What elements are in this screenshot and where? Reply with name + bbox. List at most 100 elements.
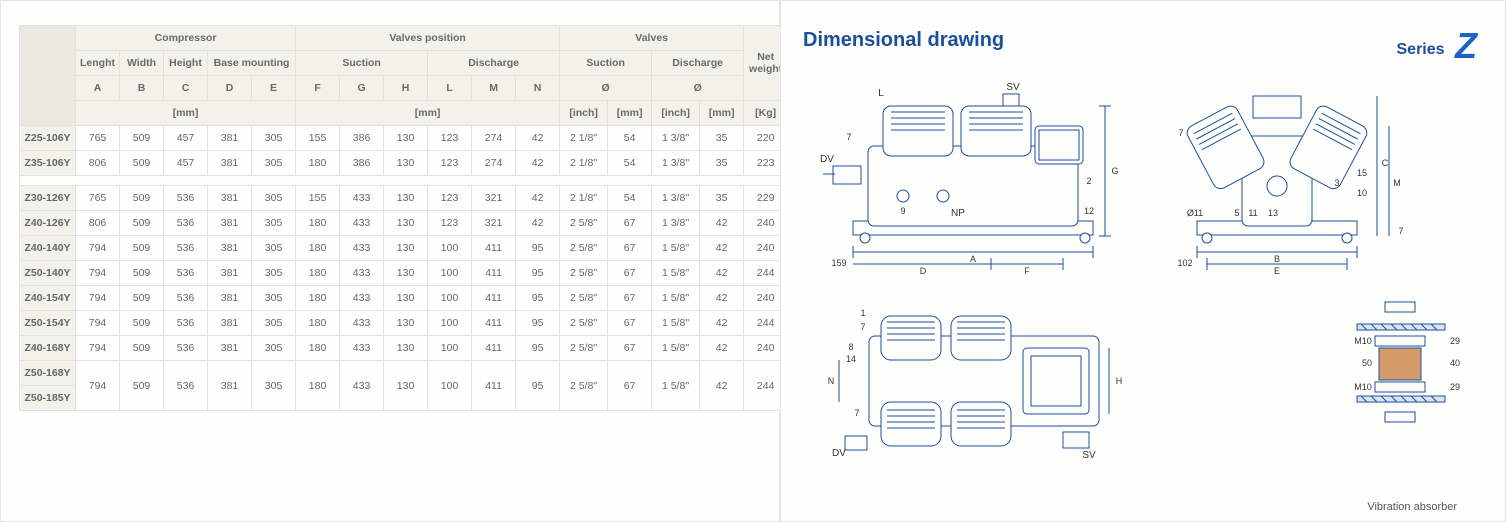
table-cell: 2 5/8'' [560,311,608,336]
table-cell: 2 5/8'' [560,261,608,286]
svg-text:E: E [1274,266,1280,276]
table-cell: 509 [120,286,164,311]
table-cell: 35 [700,186,744,211]
table-cell: 433 [340,361,384,411]
table-cell: 457 [164,151,208,176]
table-row: Z50-168Y79450953638130518043313010041195… [20,361,788,386]
table-cell: 2 5/8'' [560,211,608,236]
table-cell: 381 [208,261,252,286]
svg-text:40: 40 [1450,358,1460,368]
table-cell: 411 [472,336,516,361]
table-cell: 381 [208,286,252,311]
drawing-panel: Dimensional drawing Series Z [780,0,1506,522]
table-cell: 381 [208,236,252,261]
table-cell: 381 [208,126,252,151]
table-cell: 536 [164,361,208,411]
table-cell: 509 [120,336,164,361]
spec-table-panel: Compressor Valves position Valves Net we… [0,0,780,522]
table-cell: 411 [472,236,516,261]
svg-text:3: 3 [1334,178,1339,188]
table-cell: 100 [428,286,472,311]
hdr-compressor: Compressor [76,26,296,51]
svg-text:SV: SV [1006,82,1020,93]
table-cell: 794 [76,261,120,286]
table-cell: 321 [472,186,516,211]
table-cell: 42 [700,336,744,361]
table-cell: 67 [608,236,652,261]
table-cell: 1 3/8'' [652,126,700,151]
svg-text:L: L [878,88,884,99]
table-cell: 536 [164,286,208,311]
table-cell: 35 [700,126,744,151]
svg-text:F: F [1024,266,1030,276]
table-cell: 2 1/8'' [560,186,608,211]
table-row-model: Z35-106Y [20,151,76,176]
table-row-model: Z30-126Y [20,186,76,211]
table-cell: 2 1/8'' [560,151,608,176]
table-cell: 95 [516,236,560,261]
svg-text:159: 159 [831,258,846,268]
table-row: Z35-106Y80650945738130518038613012327442… [20,151,788,176]
table-cell: 381 [208,186,252,211]
table-cell: 536 [164,261,208,286]
table-cell: 433 [340,286,384,311]
table-cell: 305 [252,336,296,361]
table-cell: 95 [516,361,560,411]
table-cell: 305 [252,151,296,176]
table-cell: 54 [608,126,652,151]
table-cell: 305 [252,211,296,236]
table-cell: 305 [252,311,296,336]
table-cell: 180 [296,311,340,336]
table-cell: 130 [384,361,428,411]
table-cell: 536 [164,311,208,336]
table-row: Z25-106Y76550945738130515538613012327442… [20,126,788,151]
svg-text:C: C [1382,158,1389,168]
table-cell: 130 [384,286,428,311]
svg-text:NP: NP [951,208,965,219]
table-cell: 130 [384,311,428,336]
table-row: Z30-126Y76550953638130515543313012332142… [20,186,788,211]
table-row-model: Z40-140Y [20,236,76,261]
svg-text:M: M [1393,178,1401,188]
table-cell: 274 [472,126,516,151]
table-cell: 1 5/8'' [652,286,700,311]
table-cell: 180 [296,236,340,261]
table-cell: 509 [120,151,164,176]
svg-text:G: G [1111,166,1118,176]
table-row-model: Z50-154Y [20,311,76,336]
table-cell: 411 [472,311,516,336]
table-cell: 274 [472,151,516,176]
table-cell: 433 [340,211,384,236]
table-cell: 180 [296,286,340,311]
table-cell: 100 [428,311,472,336]
table-cell: 509 [120,311,164,336]
table-cell: 806 [76,211,120,236]
table-cell: 123 [428,211,472,236]
table-cell: 67 [608,336,652,361]
table-cell: 35 [700,151,744,176]
table-cell: 180 [296,211,340,236]
table-cell: 155 [296,186,340,211]
table-cell: 386 [340,151,384,176]
table-cell: 794 [76,361,120,411]
svg-text:50: 50 [1362,358,1372,368]
svg-text:7: 7 [1398,226,1403,236]
side-view: DV SV NP L 9 2 12 7 159 A D F [803,66,1133,276]
svg-text:2: 2 [1086,176,1091,186]
table-cell: 180 [296,151,340,176]
table-cell: 1 3/8'' [652,211,700,236]
table-cell: 305 [252,286,296,311]
svg-text:DV: DV [832,448,846,459]
table-cell: 100 [428,336,472,361]
table-cell: 100 [428,261,472,286]
table-row-model: Z40-154Y [20,286,76,311]
table-cell: 2 5/8'' [560,236,608,261]
table-cell: 42 [700,261,744,286]
table-cell: 536 [164,186,208,211]
svg-text:Ø11: Ø11 [1187,208,1203,218]
table-cell: 180 [296,261,340,286]
series-label: Series Z [1397,25,1478,67]
table-cell: 433 [340,186,384,211]
table-cell: 130 [384,261,428,286]
table-cell: 42 [700,286,744,311]
